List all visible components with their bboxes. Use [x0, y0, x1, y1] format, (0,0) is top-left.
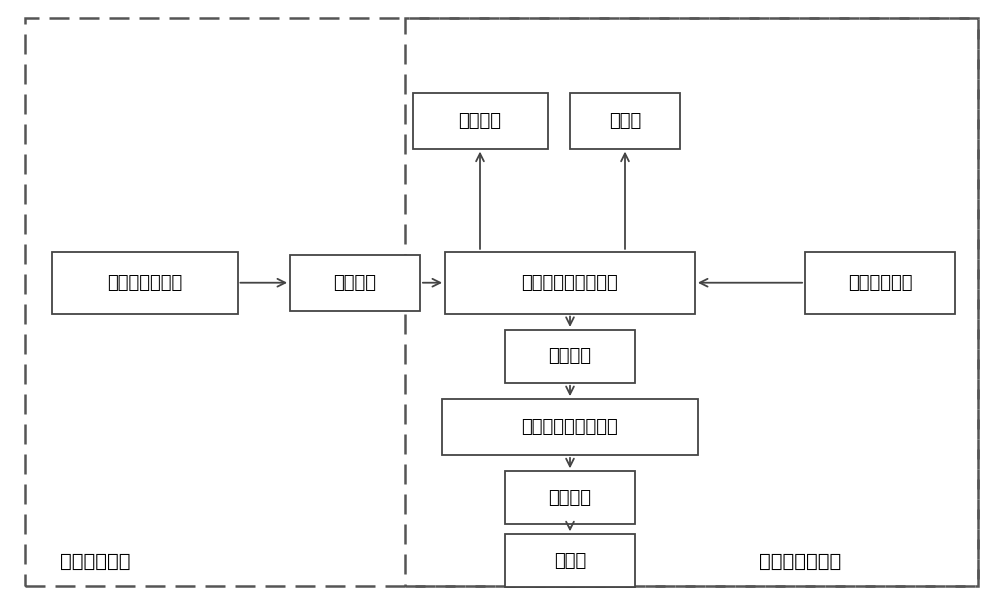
Text: 指令输入系统: 指令输入系统: [848, 274, 912, 292]
Text: 通讯网络: 通讯网络: [548, 348, 592, 365]
FancyBboxPatch shape: [505, 471, 635, 524]
FancyBboxPatch shape: [445, 252, 695, 313]
Bar: [405, 18, 978, 586]
Text: 电控设备和监控系统: 电控设备和监控系统: [522, 274, 618, 292]
FancyBboxPatch shape: [505, 534, 635, 587]
Text: 无反馈流加补料: 无反馈流加补料: [759, 552, 841, 571]
FancyBboxPatch shape: [570, 92, 680, 148]
FancyBboxPatch shape: [442, 399, 698, 455]
FancyBboxPatch shape: [505, 330, 635, 383]
Text: 流加补料速率控制器: 流加补料速率控制器: [522, 418, 618, 436]
FancyBboxPatch shape: [290, 254, 420, 311]
FancyBboxPatch shape: [805, 252, 955, 313]
FancyBboxPatch shape: [52, 252, 238, 313]
Text: 记录件: 记录件: [609, 112, 641, 130]
Text: 显示模块: 显示模块: [458, 112, 502, 130]
FancyBboxPatch shape: [413, 92, 548, 148]
Text: 过程参数传感器: 过程参数传感器: [107, 274, 183, 292]
Text: 通讯网络: 通讯网络: [548, 489, 592, 507]
Text: 反馈流加补料: 反馈流加补料: [60, 552, 130, 571]
Text: 计量泵: 计量泵: [554, 552, 586, 570]
Text: 通讯网络: 通讯网络: [334, 274, 376, 292]
